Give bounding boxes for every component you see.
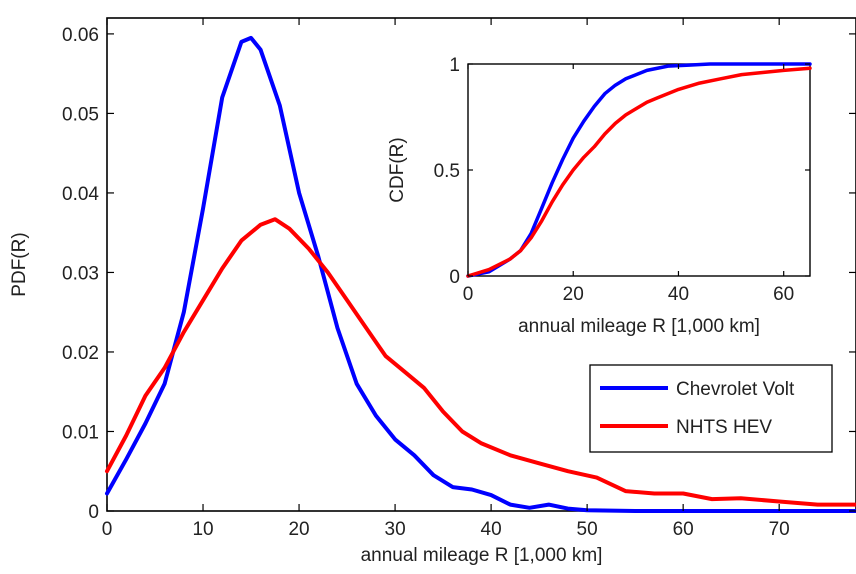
main-x-tick-label: 20 — [288, 519, 309, 540]
main-y-tick-label: 0.05 — [62, 104, 99, 125]
main-series-chevrolet-volt — [105, 35, 856, 513]
inset-series-lines — [466, 62, 812, 278]
main-x-tick-label: 70 — [769, 519, 790, 540]
inset-background — [468, 64, 810, 276]
inset-series-nhts-hev — [466, 66, 812, 278]
main-series-lines — [105, 35, 856, 513]
inset-x-tick-label: 0 — [463, 284, 474, 305]
inset-y-tick-label: 1 — [449, 55, 460, 76]
main-y-tick-label: 0.02 — [62, 343, 99, 364]
main-y-axis-label: PDF(R) — [9, 232, 30, 296]
legend-label-nhts-hev: NHTS HEV — [676, 417, 772, 438]
main-plot: 0 10 20 30 40 50 60 70 00.010.020.030.040.050.0… — [9, 17, 856, 566]
inset-x-ticks: 0 20 40 60 — [463, 64, 794, 305]
main-x-tick-label: 60 — [673, 519, 694, 540]
inset-x-axis-label: annual mileage R [1,000 km] — [518, 316, 760, 337]
main-x-tick-label: 0 — [102, 519, 113, 540]
inset-y-axis-label: CDF(R) — [387, 137, 408, 202]
main-x-axis-label: annual mileage R [1,000 km] — [361, 545, 603, 566]
main-x-tick-label: 50 — [577, 519, 598, 540]
main-y-ticks: 0 0.01 0.02 0.03 0.04 0.05 0.06 — [62, 25, 856, 523]
main-x-tick-label: 40 — [481, 519, 502, 540]
legend-label-chevrolet-volt: Chevrolet Volt — [676, 379, 795, 400]
main-x-ticks: 0 10 20 30 40 50 60 70 — [102, 18, 790, 540]
inset-x-tick-label: 60 — [773, 284, 794, 305]
inset-y-ticks: 00.51 — [434, 55, 810, 288]
main-x-tick-label: 30 — [385, 519, 406, 540]
inset-y-tick-label: 0.5 — [434, 161, 460, 182]
inset-x-tick-label: 20 — [563, 284, 584, 305]
main-y-tick-label: 0.04 — [62, 184, 99, 205]
main-y-tick-label: 0.01 — [62, 422, 99, 443]
legend-box — [589, 364, 833, 453]
main-y-tick-label: 0 — [88, 502, 99, 523]
main-plot-frame — [106, 17, 856, 512]
main-y-tick-label: 0.06 — [62, 25, 99, 46]
inset-x-tick-label: 40 — [668, 284, 689, 305]
legend: Chevrolet Volt NHTS HEV — [589, 364, 833, 453]
main-series-nhts-hev — [105, 217, 856, 507]
inset-y-tick-label: 0 — [449, 267, 460, 288]
inset-plot: 0 20 40 60 00.51 annual mileage R [1,000 km… — [387, 55, 812, 337]
main-y-tick-label: 0.03 — [62, 263, 99, 284]
main-x-tick-label: 10 — [192, 519, 213, 540]
